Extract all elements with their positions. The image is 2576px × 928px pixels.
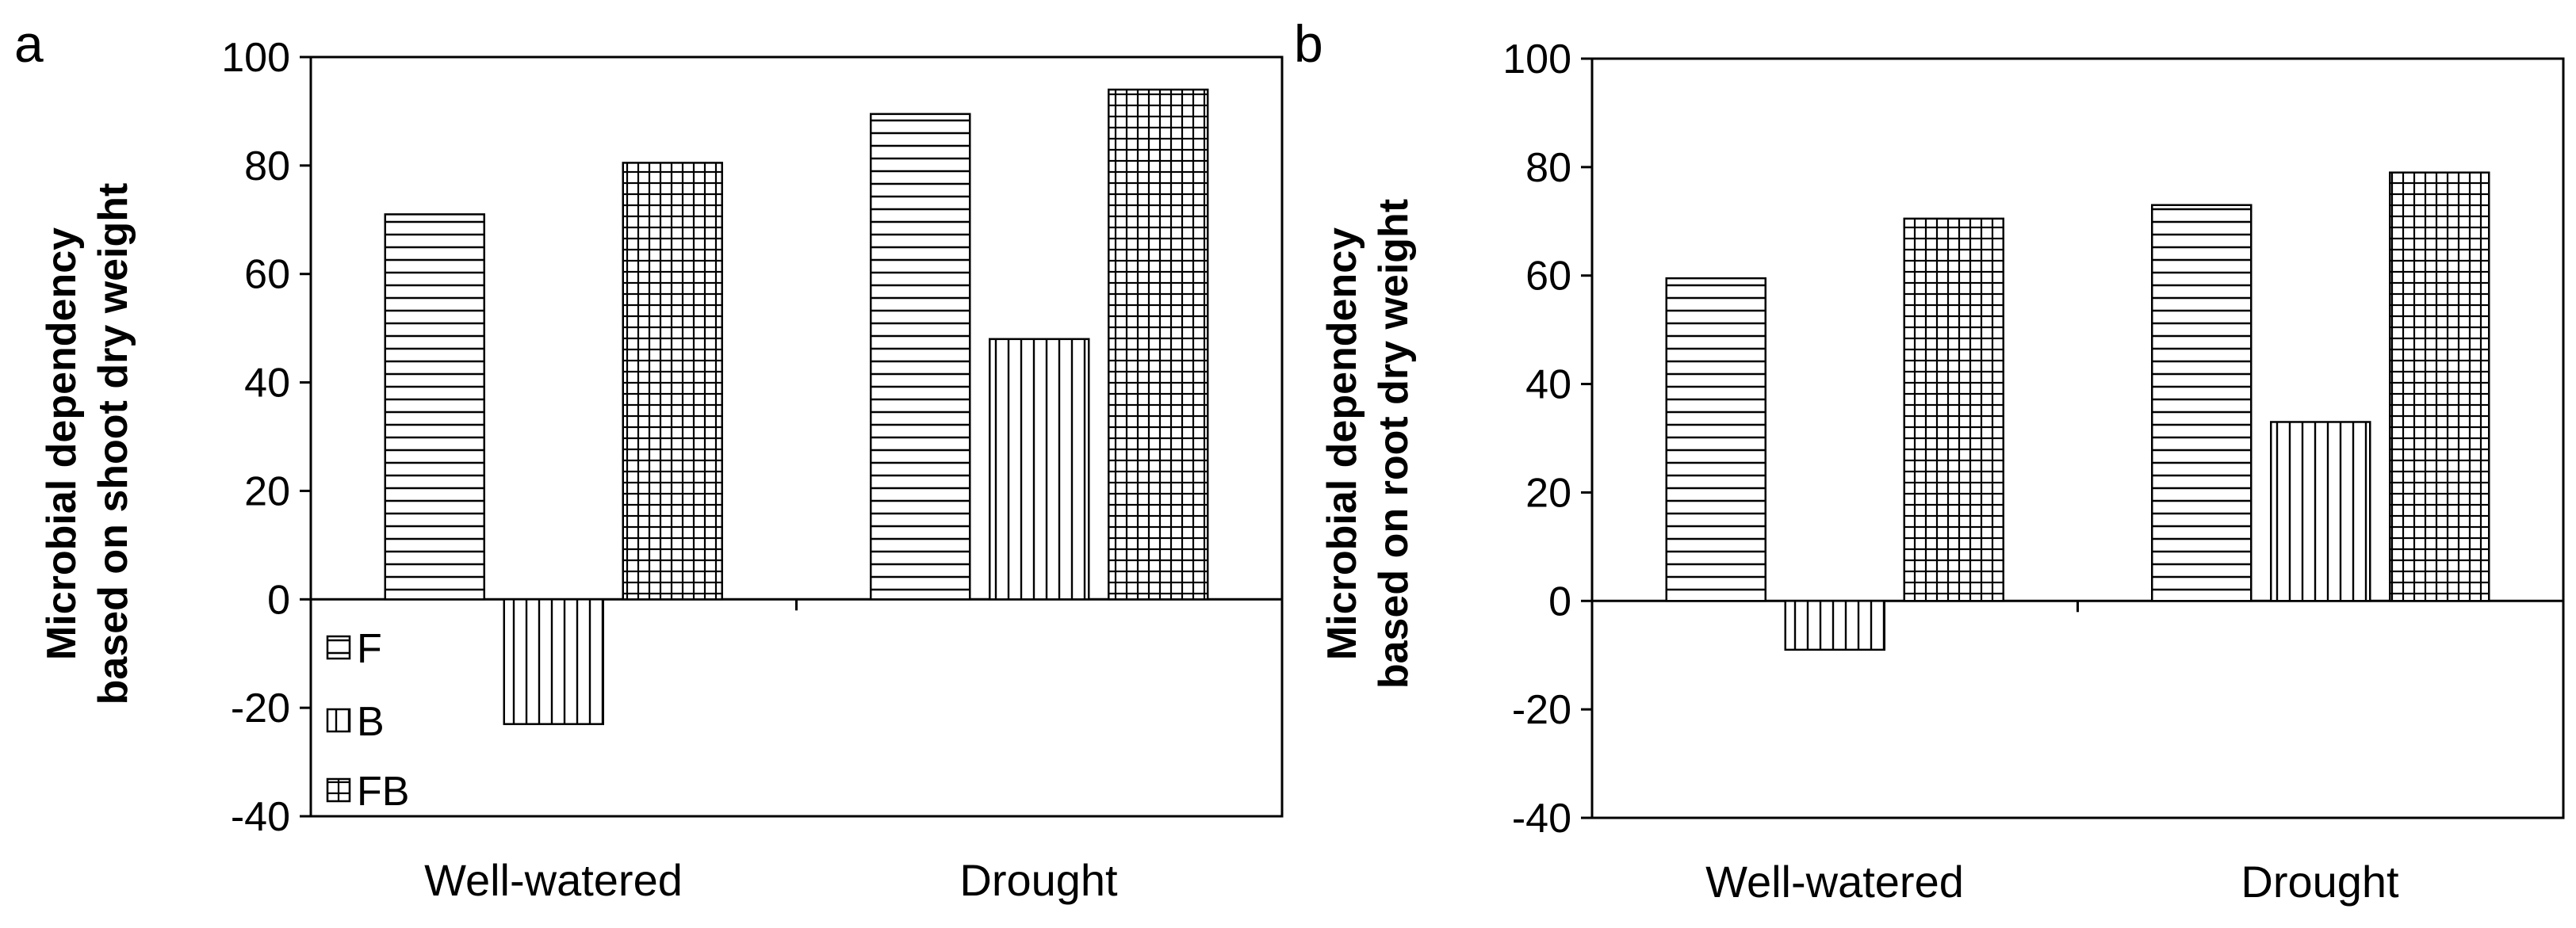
y-tick-label: -40 <box>231 794 290 840</box>
panel-letter-a: a <box>14 14 44 73</box>
y-tick-label: 0 <box>267 577 290 623</box>
y-tick-label: 60 <box>244 252 290 298</box>
legend-swatch-f <box>326 635 351 660</box>
bars-a <box>384 88 1209 725</box>
category-label: Well-watered <box>1705 857 1964 907</box>
legend-label-fb: FB <box>357 769 409 815</box>
bar-fb-well-watered <box>1903 217 2004 602</box>
bar-f-well-watered <box>1665 277 1766 602</box>
panel-letter-b: b <box>1294 14 1323 73</box>
y-tick-label: 0 <box>1548 579 1571 624</box>
category-label: Drought <box>2241 857 2399 907</box>
bars-b <box>1665 171 2490 651</box>
y-tick-label: -40 <box>1512 796 1571 842</box>
legend-swatch-b <box>326 708 351 733</box>
y-ticks-b: -40 -20 0 20 40 60 80 100 <box>1502 36 2079 842</box>
bar-b-drought <box>2270 421 2371 602</box>
y-tick-label: 40 <box>1525 362 1571 408</box>
legend-item-fb: FB <box>326 769 409 815</box>
legend-item-b: B <box>326 699 385 745</box>
bar-f-drought <box>2151 204 2253 602</box>
y-tick-label: 60 <box>1525 254 1571 300</box>
y-tick-label: 100 <box>221 35 290 81</box>
y-tick-label: -20 <box>231 685 290 731</box>
panel-a: a Microbial dependency based on shoot dr… <box>14 14 1284 905</box>
y-tick-label: -20 <box>1512 687 1571 733</box>
bar-fb-drought <box>1108 88 1209 601</box>
y-axis-title-a-line1: Microbial dependency <box>39 227 85 660</box>
bar-fb-drought <box>2389 171 2490 602</box>
plot-frame-a <box>309 55 1284 818</box>
legend: F B FB <box>326 626 409 815</box>
category-label: Well-watered <box>424 855 683 905</box>
bar-fb-well-watered <box>622 162 723 601</box>
legend-swatch-fb <box>326 777 351 803</box>
y-tick-label: 20 <box>244 468 290 514</box>
bar-b-well-watered <box>1784 600 1885 651</box>
bar-b-well-watered <box>503 598 604 725</box>
y-axis-title-b-line1: Microbial dependency <box>1319 227 1365 660</box>
y-tick-label: 40 <box>244 361 290 407</box>
y-tick-label: 20 <box>1525 470 1571 516</box>
y-tick-label: 100 <box>1502 36 1571 82</box>
bar-f-drought <box>870 113 971 601</box>
panel-b: b Microbial dependency based on root dry… <box>1294 14 2565 907</box>
plot-frame-b <box>1590 57 2565 819</box>
y-tick-label: 80 <box>244 143 290 189</box>
y-tick-label: 80 <box>1525 145 1571 191</box>
legend-item-f: F <box>326 626 382 672</box>
bar-b-drought <box>989 338 1090 601</box>
y-axis-title-b-line2: based on root dry weight <box>1371 199 1417 689</box>
legend-label-b: B <box>357 699 385 745</box>
legend-label-f: F <box>357 626 382 672</box>
category-labels-a: Well-watered Drought <box>424 855 1118 905</box>
category-label: Drought <box>959 855 1118 905</box>
bar-f-well-watered <box>384 213 485 601</box>
category-labels-b: Well-watered Drought <box>1705 857 2399 907</box>
y-axis-title-a-line2: based on shoot dry weight <box>90 183 136 705</box>
y-ticks-a: -40 -20 0 20 40 60 80 100 <box>221 35 798 840</box>
